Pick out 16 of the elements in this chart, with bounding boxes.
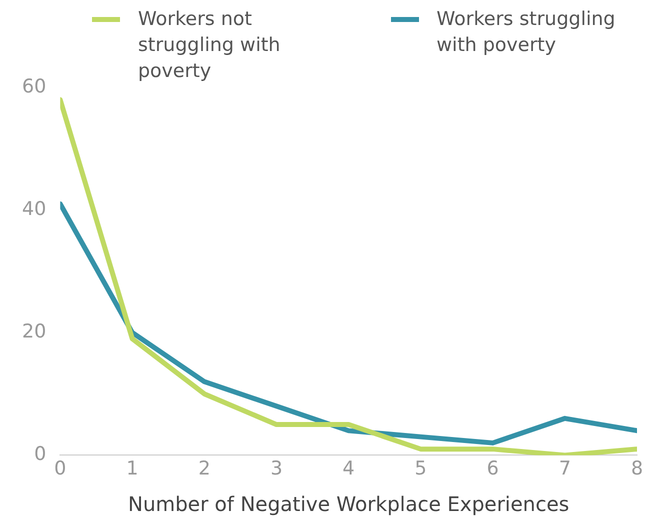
- x-tick-label: 3: [270, 458, 283, 480]
- x-tick-label: 5: [414, 458, 427, 480]
- y-tick-label: 40: [22, 198, 46, 220]
- x-tick-label: 1: [126, 458, 138, 480]
- x-tick-label: 2: [198, 458, 210, 480]
- legend-label: Workers struggling with poverty: [436, 7, 616, 58]
- y-tick-label: 60: [22, 75, 46, 98]
- x-tick-label: 0: [54, 458, 66, 480]
- x-tick-label: 4: [342, 458, 355, 480]
- x-tick-label: 7: [558, 458, 571, 480]
- x-axis-title: Number of Negative Workplace Experiences: [128, 492, 570, 516]
- legend-label: Workers not struggling with poverty: [138, 7, 282, 84]
- x-tick-label: 6: [486, 458, 499, 480]
- y-tick-label: 20: [22, 320, 46, 343]
- x-tick-label: 8: [630, 458, 644, 480]
- y-tick-label: 0: [34, 443, 46, 466]
